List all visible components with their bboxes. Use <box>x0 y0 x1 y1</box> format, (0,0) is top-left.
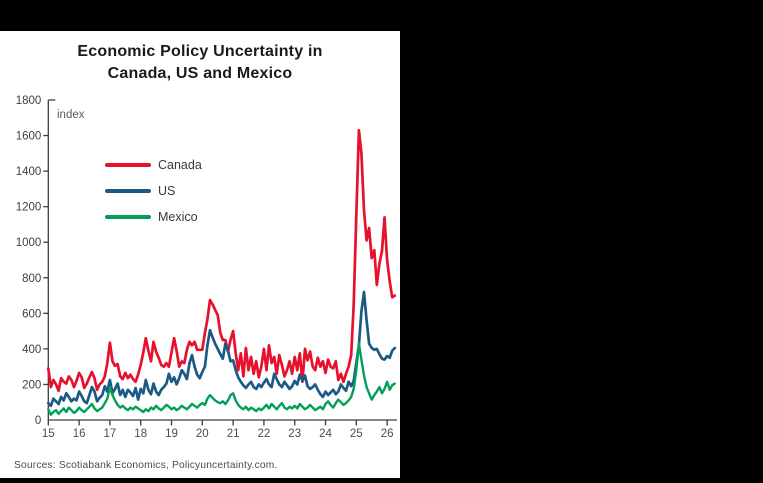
x-axis-tick-label: 18 <box>134 428 147 440</box>
source-note: Sources: Scotiabank Economics, Policyunc… <box>14 460 278 471</box>
x-axis-tick-label: 16 <box>73 428 86 440</box>
legend-item-mexico: Mexico <box>105 204 202 230</box>
chart-card: Economic Policy Uncertainty in Canada, U… <box>0 31 400 478</box>
y-axis-tick-label: 400 <box>22 344 41 356</box>
legend-item-us: US <box>105 178 202 204</box>
y-axis-tick-label: 600 <box>22 308 41 320</box>
y-axis-tick-label: 0 <box>35 415 41 427</box>
x-axis-tick-label: 26 <box>381 428 394 440</box>
y-axis-tick-label: 200 <box>22 379 41 391</box>
y-axis-tick-label: 1400 <box>16 166 42 178</box>
y-axis-tick-label: 1800 <box>16 95 42 107</box>
chart-title-line2: Canada, US and Mexico <box>107 65 293 82</box>
series-lines <box>46 128 397 416</box>
x-axis-tick-label: 15 <box>42 428 55 440</box>
x-axis-tick-label: 25 <box>350 428 363 440</box>
x-axis-tick-label: 21 <box>227 428 240 440</box>
x-axis-tick-label: 19 <box>165 428 178 440</box>
legend: Canada US Mexico <box>105 152 202 230</box>
series-line-mexico <box>47 342 396 416</box>
us-line-swatch <box>105 189 151 193</box>
y-axis-tick-label: 1200 <box>16 202 42 214</box>
chart-title-line1: Economic Policy Uncertainty in <box>77 43 323 60</box>
y-axis-tick-label: 1600 <box>16 131 42 143</box>
y-axis-unit-label: index <box>57 109 85 121</box>
series-line-us <box>46 290 397 408</box>
x-axis-tick-label: 22 <box>258 428 271 440</box>
canada-line-swatch <box>105 163 151 167</box>
x-axis-tick-label: 23 <box>288 428 301 440</box>
y-axis-tick-label: 1000 <box>16 237 42 249</box>
legend-item-canada: Canada <box>105 152 202 178</box>
legend-label-mexico: Mexico <box>158 210 198 224</box>
series-line-canada <box>46 128 397 393</box>
x-axis-tick-label: 20 <box>196 428 209 440</box>
x-axis-tick-label: 17 <box>104 428 117 440</box>
legend-label-us: US <box>158 184 176 198</box>
chart-title: Economic Policy Uncertainty in Canada, U… <box>0 41 400 85</box>
legend-label-canada: Canada <box>158 158 202 172</box>
axes: 0 200 400 600 800 1000 1200 1400 1600 1800 15 16 17 1… <box>16 95 397 440</box>
chart-plot: 0 200 400 600 800 1000 1200 1400 1600 1800 15 16 17 1… <box>16 95 397 440</box>
x-axis-tick-label: 24 <box>319 428 332 440</box>
y-axis-tick-label: 800 <box>22 273 41 285</box>
mexico-line-swatch <box>105 215 151 219</box>
